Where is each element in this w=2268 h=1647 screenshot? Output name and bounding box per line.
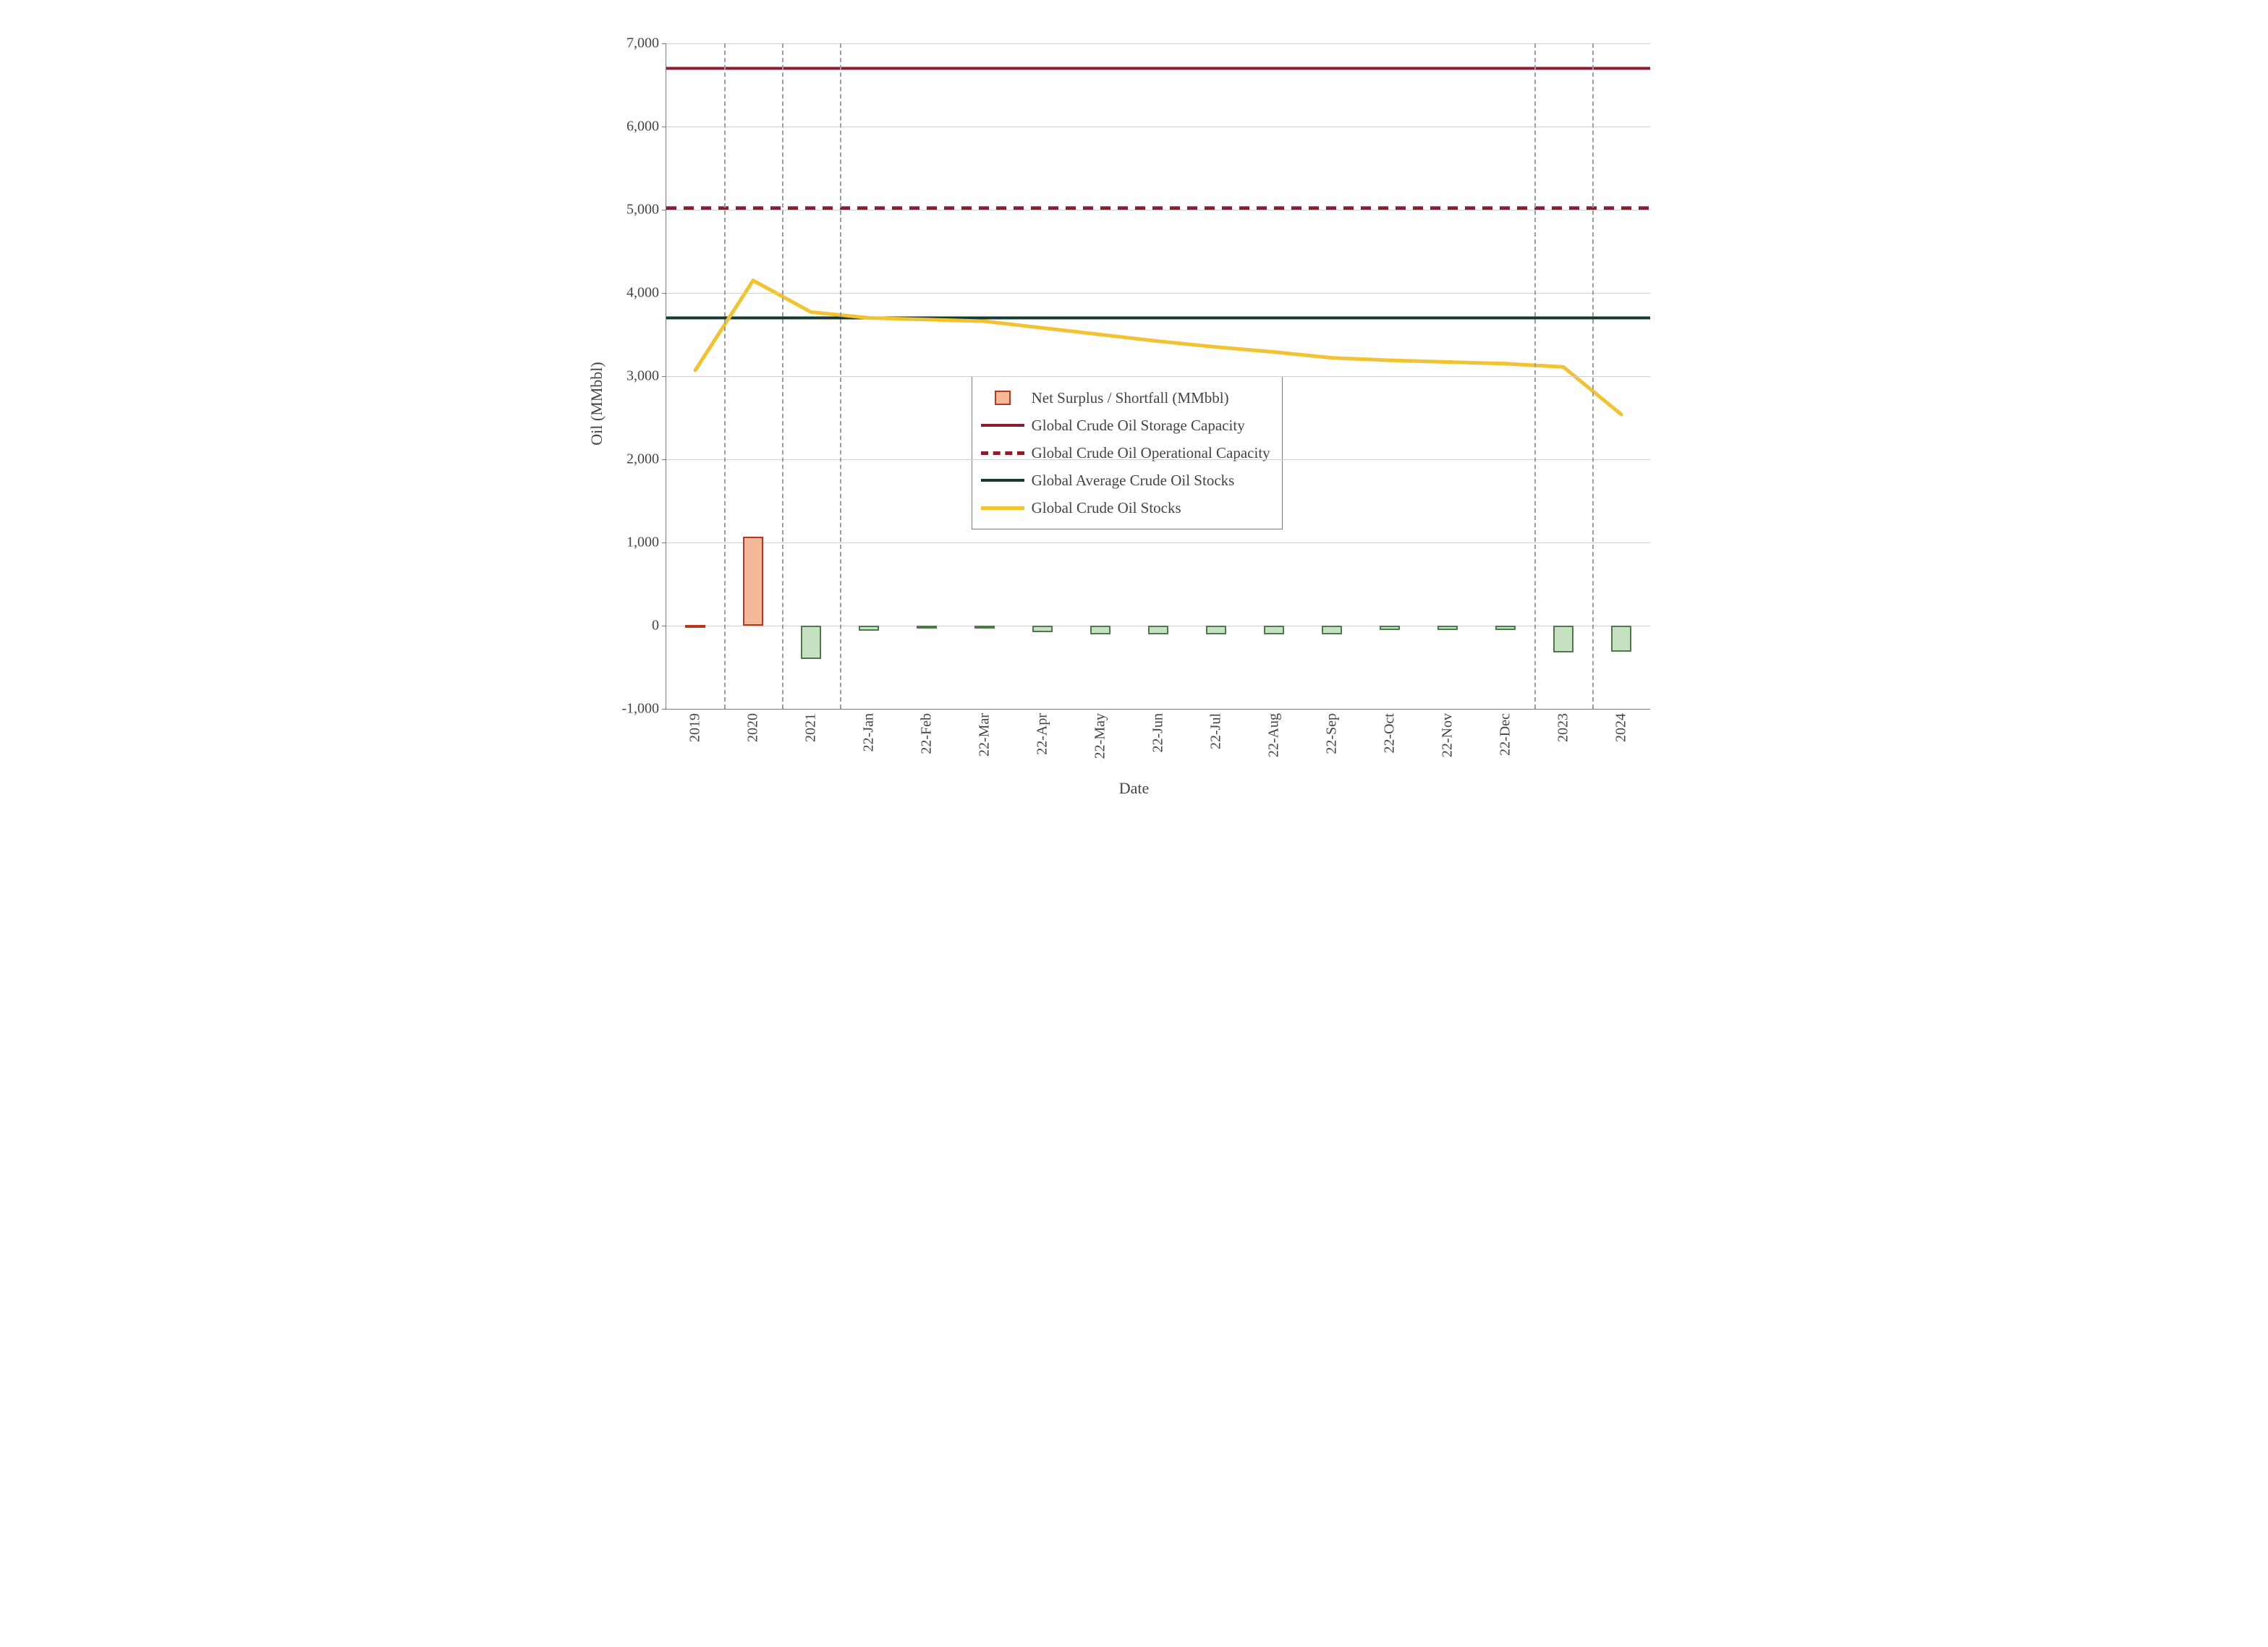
vgrid-line — [840, 43, 841, 709]
y-tick-label: 4,000 — [627, 285, 666, 302]
bar — [1380, 626, 1400, 630]
bar — [859, 626, 879, 631]
y-tick-label: 7,000 — [627, 35, 666, 52]
legend-swatch — [981, 388, 1024, 408]
y-tick-label: 2,000 — [627, 451, 666, 468]
legend-label: Global Crude Oil Stocks — [1032, 499, 1181, 517]
bar — [974, 626, 995, 629]
legend-label: Net Surplus / Shortfall (MMbbl) — [1032, 389, 1229, 407]
y-tick-label: 6,000 — [627, 119, 666, 135]
legend-item: Global Average Crude Oil Stocks — [981, 467, 1270, 494]
y-tick-label: 5,000 — [627, 202, 666, 218]
legend-item: Global Crude Oil Storage Capacity — [981, 412, 1270, 439]
chart-container: Oil (MMbbl) Date Net Surplus / Shortfall… — [579, 0, 1689, 807]
vgrid-line — [782, 43, 783, 709]
y-tick-label: 3,000 — [627, 368, 666, 385]
legend-swatch — [981, 415, 1024, 435]
bar — [1264, 626, 1284, 634]
bar — [1553, 626, 1573, 652]
y-tick-label: 1,000 — [627, 535, 666, 551]
bar — [1495, 626, 1516, 630]
hgrid-line — [666, 43, 1650, 44]
legend-label: Global Crude Oil Storage Capacity — [1032, 417, 1245, 435]
bar — [1322, 626, 1342, 634]
bar — [1148, 626, 1168, 634]
bar — [1206, 626, 1226, 634]
x-axis-label: Date — [1119, 779, 1150, 798]
bar — [685, 625, 705, 628]
legend-item: Net Surplus / Shortfall (MMbbl) — [981, 384, 1270, 412]
hgrid-line — [666, 376, 1650, 377]
bar — [1611, 626, 1631, 652]
legend-item: Global Crude Oil Stocks — [981, 494, 1270, 522]
bar — [1032, 626, 1053, 632]
hgrid-line — [666, 542, 1650, 543]
bar — [1437, 626, 1458, 630]
bar — [801, 626, 821, 659]
vgrid-line — [1592, 43, 1594, 709]
legend-swatch — [981, 498, 1024, 518]
bar — [917, 626, 937, 629]
plot-area: Net Surplus / Shortfall (MMbbl) Global Cr… — [666, 43, 1650, 710]
legend-swatch — [981, 470, 1024, 490]
hgrid-line — [666, 293, 1650, 294]
y-axis-label: Oil (MMbbl) — [587, 362, 606, 446]
bar — [743, 537, 763, 626]
y-tick-label: -1,000 — [621, 701, 666, 718]
vgrid-line — [1534, 43, 1536, 709]
vgrid-line — [724, 43, 726, 709]
legend-item: Global Crude Oil Operational Capacity — [981, 439, 1270, 467]
bar — [1090, 626, 1110, 634]
chart-legend: Net Surplus / Shortfall (MMbbl) Global Cr… — [972, 376, 1283, 529]
hgrid-line — [666, 459, 1650, 460]
legend-label: Global Average Crude Oil Stocks — [1032, 472, 1235, 490]
y-tick-label: 0 — [652, 618, 666, 634]
